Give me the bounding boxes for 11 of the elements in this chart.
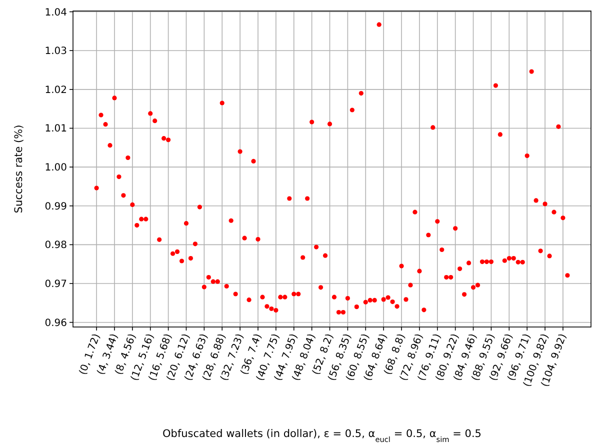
y-axis-title: Success rate (%) <box>13 124 25 214</box>
y-tick-label: 1.04 <box>44 7 67 18</box>
y-tick-label: 1.02 <box>44 84 67 96</box>
y-tick-label: 1.01 <box>44 124 67 135</box>
y-tick-label: 1.00 <box>44 162 67 174</box>
y-tick-label: 1.03 <box>44 46 67 58</box>
y-tick-label: 0.98 <box>44 240 67 252</box>
y-tick-label: 0.96 <box>44 318 67 329</box>
x-axis-title: Obfuscated wallets (in dollar), ε = 0.5, α$_{eucl}$ = 0.5, α$_{sim}$ = 0.5 <box>162 428 482 444</box>
y-tick-label: 0.97 <box>44 279 67 290</box>
y-tick-label: 0.99 <box>44 201 67 212</box>
